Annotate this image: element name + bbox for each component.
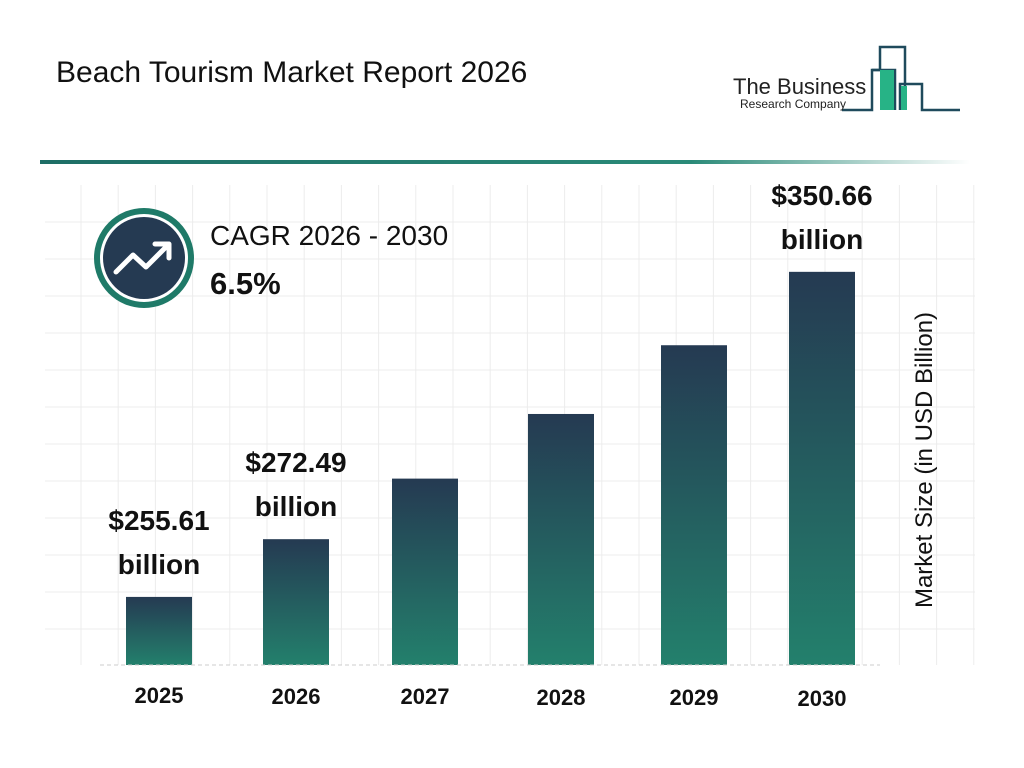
x-tick-label: 2025 [134,683,184,708]
logo-buildings-icon [842,45,960,112]
x-tick-label: 2028 [536,684,586,710]
page-title: Beach Tourism Market Report 2026 [56,56,528,89]
bar-2025 [126,596,192,665]
data-label-value: $272.49 [245,447,347,479]
x-tick-label: 2029 [669,685,719,711]
data-label-unit: billion [117,548,201,580]
logo-text-line1: The Business [733,74,867,99]
x-tick-label: 2026 [271,683,321,709]
header-divider [40,160,970,164]
data-label: $272.49 billion [245,441,346,529]
cagr-value: 6.5% [210,266,281,301]
bar-2030 [789,271,855,665]
x-tick-label: 2027 [400,684,450,710]
data-label-unit: billion [254,491,338,523]
cagr-label: CAGR 2026 - 2030 [210,220,449,251]
data-label-unit: billion [780,223,864,255]
data-label: $255.61 billion [108,499,209,587]
bar-2028 [528,413,594,665]
trending-up-icon [113,242,171,275]
data-label: $350.66 billion [771,174,872,262]
data-label-value: $350.66 [771,179,873,211]
bar-2027 [392,478,458,665]
bar-2029 [661,345,727,665]
company-logo: The Business Research Company [730,42,970,117]
x-tick-label: 2030 [797,686,847,711]
data-label-value: $255.61 [108,504,210,536]
bar-2026 [263,539,329,665]
y-axis-label: Market Size (in USD Billion) [911,311,938,609]
logo-text-line2: Research Company [740,97,847,111]
cagr-icon [94,208,194,308]
